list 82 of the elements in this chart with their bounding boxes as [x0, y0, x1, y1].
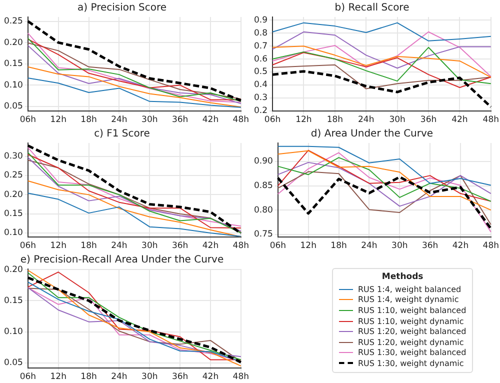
- chart-title: a) Precision Score: [77, 2, 167, 14]
- x-tick-label: 24h: [361, 241, 378, 252]
- x-tick-label: 24h: [358, 115, 374, 126]
- y-tick-label: 0.90: [254, 156, 273, 167]
- x-tick-label: 30h: [142, 372, 158, 382]
- x-tick-label: 12h: [50, 115, 66, 126]
- y-tick-label: 0.2: [254, 106, 268, 116]
- x-tick-label: 36h: [172, 241, 188, 252]
- x-tick-label: 42h: [452, 241, 469, 252]
- x-tick-label: 36h: [172, 115, 188, 126]
- legend-label: RUS 1:10, weight dynamic: [358, 316, 464, 326]
- legend-label: RUS 1:20, weight dynamic: [358, 338, 464, 347]
- x-tick-label: 12h: [300, 241, 316, 252]
- x-tick-label: 48h: [482, 241, 499, 252]
- y-tick-label: 0.20: [4, 38, 23, 48]
- legend-label: RUS 1:10, weight balanced: [358, 306, 466, 315]
- y-tick-label: 0.80: [254, 205, 273, 216]
- x-tick-label: 06h: [20, 372, 36, 382]
- y-tick-label: 0.85: [254, 180, 273, 191]
- x-tick-label: 42h: [202, 241, 219, 252]
- y-tick-label: 0.10: [4, 80, 23, 90]
- y-tick-label: 0.05: [4, 358, 23, 368]
- x-tick-label: 42h: [452, 115, 468, 126]
- y-tick-label: 0.15: [4, 59, 23, 70]
- x-tick-label: 18h: [330, 241, 347, 252]
- x-tick-label: 30h: [142, 241, 158, 252]
- y-tick-label: 0.10: [4, 326, 23, 337]
- x-tick-label: 36h: [422, 241, 438, 252]
- chart-title: c) F1 Score: [94, 128, 150, 140]
- x-tick-label: 06h: [20, 241, 36, 252]
- x-tick-label: 42h: [202, 115, 219, 126]
- y-tick-label: 0.6: [254, 54, 268, 64]
- y-tick-label: 0.9: [254, 15, 268, 26]
- x-tick-label: 24h: [111, 241, 128, 252]
- y-tick-label: 0.3: [254, 93, 268, 104]
- x-tick-label: 30h: [392, 241, 408, 252]
- y-tick-label: 0.10: [4, 228, 23, 238]
- y-tick-label: 0.15: [4, 296, 23, 306]
- y-tick-label: 0.7: [254, 41, 268, 52]
- chart-title: e) Precision-Recall Area Under the Curve: [20, 254, 224, 266]
- x-tick-label: 18h: [326, 115, 344, 126]
- x-tick-label: 06h: [270, 241, 286, 252]
- x-tick-label: 06h: [20, 115, 36, 126]
- y-tick-label: 0.8: [254, 28, 268, 38]
- y-tick-label: 0.25: [4, 16, 23, 26]
- chart-title: d) Area Under the Curve: [310, 128, 434, 140]
- x-tick-label: 18h: [80, 372, 97, 382]
- x-tick-label: 30h: [389, 115, 406, 126]
- x-tick-label: 18h: [80, 115, 97, 126]
- x-tick-label: 48h: [232, 372, 249, 382]
- y-tick-label: 0.75: [254, 230, 273, 240]
- x-tick-label: 06h: [264, 115, 281, 126]
- x-tick-label: 48h: [232, 241, 249, 252]
- x-tick-label: 48h: [482, 115, 499, 126]
- line-series: [26, 20, 242, 102]
- y-tick-label: 0.20: [4, 190, 23, 200]
- chart-title: b) Recall Score: [334, 2, 410, 14]
- legend-label: RUS 1:30, weight balanced: [358, 348, 466, 358]
- x-tick-label: 12h: [50, 241, 66, 252]
- x-tick-label: 36h: [172, 372, 188, 382]
- y-tick-label: 0.4: [254, 80, 268, 90]
- x-tick-label: 48h: [232, 115, 249, 126]
- legend-label: RUS 1:30, weight dynamic: [358, 358, 464, 368]
- legend-label: RUS 1:4, weight balanced: [358, 284, 462, 294]
- x-tick-label: 30h: [142, 115, 158, 126]
- x-tick-label: 18h: [80, 241, 97, 252]
- y-tick-label: 0.25: [4, 170, 23, 181]
- x-tick-label: 12h: [296, 115, 312, 126]
- legend-label: RUS 1:4, weight dynamic: [358, 295, 459, 304]
- x-tick-label: 24h: [111, 115, 128, 126]
- legend-title: Methods: [380, 272, 424, 282]
- y-tick-label: 0.5: [254, 67, 268, 78]
- x-tick-label: 36h: [420, 115, 437, 126]
- y-tick-label: 0.05: [4, 102, 23, 112]
- y-tick-label: 0.30: [4, 152, 23, 162]
- line-series: [271, 70, 492, 108]
- y-tick-label: 0.20: [4, 264, 23, 275]
- x-tick-label: 42h: [202, 372, 219, 382]
- y-tick-label: 0.15: [4, 209, 23, 220]
- x-tick-label: 24h: [111, 372, 128, 382]
- legend-label: RUS 1:20, weight balanced: [358, 327, 466, 336]
- x-tick-label: 12h: [50, 372, 66, 382]
